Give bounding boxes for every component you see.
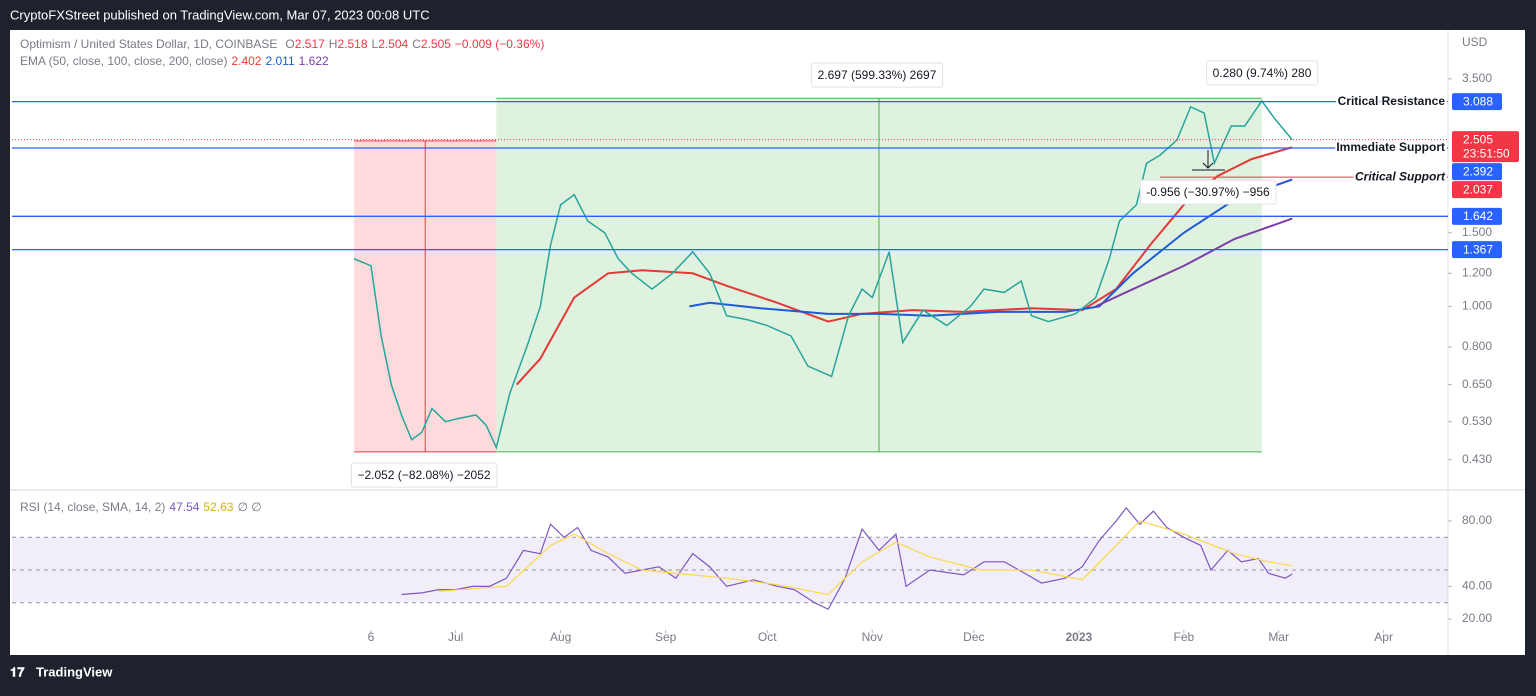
- x-tick-label: 2023: [1065, 630, 1092, 644]
- ema-label: EMA (50, close, 100, close, 200, close): [20, 54, 227, 68]
- price-tag: [1452, 163, 1502, 181]
- ohlc-label: H: [329, 37, 338, 51]
- price-tag-label: 2.037: [1463, 182, 1493, 196]
- measure-label: 2.697 (599.33%) 2697: [818, 68, 937, 82]
- y-tick-label: 1.200: [1462, 265, 1492, 279]
- measure-label: 0.280 (9.74%) 280: [1213, 66, 1312, 80]
- y-tick-label: 40.00: [1462, 579, 1492, 593]
- measure-label-bg: [1139, 179, 1277, 205]
- currency: USD: [1462, 35, 1488, 49]
- ohlc-label: C: [412, 37, 421, 51]
- ema-line: [515, 146, 1293, 386]
- publisher: CryptoFXStreet published on TradingView.…: [10, 7, 430, 22]
- chart-title: Optimism / United States Dollar, 1D, COI…: [20, 37, 277, 51]
- price-line: [353, 99, 1293, 450]
- ohlc-value: 2.504: [378, 37, 408, 51]
- logo: 𝟏𝟕: [10, 664, 25, 679]
- ohlc-value: 2.518: [337, 37, 367, 51]
- measure-label: −2.052 (−82.08%) −2052: [357, 468, 490, 482]
- price-tag-label: 2.505: [1463, 132, 1493, 146]
- rsi-null: ∅ ∅: [237, 500, 261, 514]
- x-tick-label: Feb: [1173, 630, 1194, 644]
- x-tick-label: Mar: [1268, 630, 1289, 644]
- rsi-line: [401, 506, 1293, 611]
- x-tick-label: Nov: [862, 630, 883, 644]
- y-tick-label: 20.00: [1462, 611, 1492, 625]
- measure-label-bg: [1206, 60, 1319, 86]
- price-tag: [1452, 207, 1502, 225]
- price-tag: [1452, 241, 1502, 259]
- x-tick-label: Apr: [1374, 630, 1393, 644]
- change: −0.009 (−0.36%): [455, 37, 544, 51]
- y-tick-label: 0.530: [1462, 414, 1492, 428]
- x-tick-label: Dec: [963, 630, 984, 644]
- price-tag: [1452, 181, 1502, 199]
- ema-value: 2.402: [231, 54, 261, 68]
- y-tick-label: 0.650: [1462, 377, 1492, 391]
- y-tick-label: 1.500: [1462, 225, 1492, 239]
- footer: TradingView: [36, 664, 113, 679]
- level-label: Critical Resistance: [1338, 94, 1446, 108]
- rsi-value: 52.63: [203, 500, 233, 514]
- y-tick-label: 0.430: [1462, 452, 1492, 466]
- y-tick-label: 3.500: [1462, 71, 1492, 85]
- x-tick-label: Oct: [758, 630, 777, 644]
- measure-label-bg: [811, 62, 944, 88]
- y-tick-label: 80.00: [1462, 513, 1492, 527]
- ohlc-label: O: [285, 37, 294, 51]
- ohlc-label: L: [372, 37, 379, 51]
- ema-line: [1095, 217, 1293, 308]
- level-label: Immediate Support: [1336, 140, 1445, 154]
- measure-arrow: [1192, 150, 1225, 171]
- price-tag: [1452, 131, 1519, 163]
- level-label: Critical Support: [1355, 169, 1446, 183]
- countdown: 23:51:50: [1463, 146, 1510, 160]
- price-tag-label: 1.642: [1463, 209, 1493, 223]
- x-tick-label: Jul: [448, 630, 463, 644]
- rsi-band: [12, 537, 1448, 603]
- price-tag-label: 1.367: [1463, 242, 1493, 256]
- measure-label-bg: [350, 462, 498, 488]
- ema-value: 2.011: [265, 54, 294, 68]
- chart-bg: [10, 30, 1525, 655]
- y-tick-label: 1.000: [1462, 299, 1492, 313]
- x-tick-label: Sep: [655, 630, 677, 644]
- ohlc-value: 2.505: [421, 37, 451, 51]
- x-tick-label: Aug: [550, 630, 571, 644]
- x-tick-label: 6: [368, 630, 375, 644]
- rsi-label: RSI (14, close, SMA, 14, 2): [20, 500, 165, 514]
- rsi-value: 47.54: [169, 500, 199, 514]
- price-tag: [1452, 93, 1502, 111]
- measure-label: -0.956 (−30.97%) −956: [1146, 185, 1270, 199]
- ema-value: 1.622: [299, 54, 329, 68]
- price-tag-label: 2.392: [1463, 164, 1493, 178]
- price-tag-label: 3.088: [1463, 94, 1493, 108]
- ema-line: [689, 178, 1293, 317]
- ohlc-value: 2.517: [295, 37, 325, 51]
- y-tick-label: 0.800: [1462, 339, 1492, 353]
- rsi-line: [438, 520, 1293, 596]
